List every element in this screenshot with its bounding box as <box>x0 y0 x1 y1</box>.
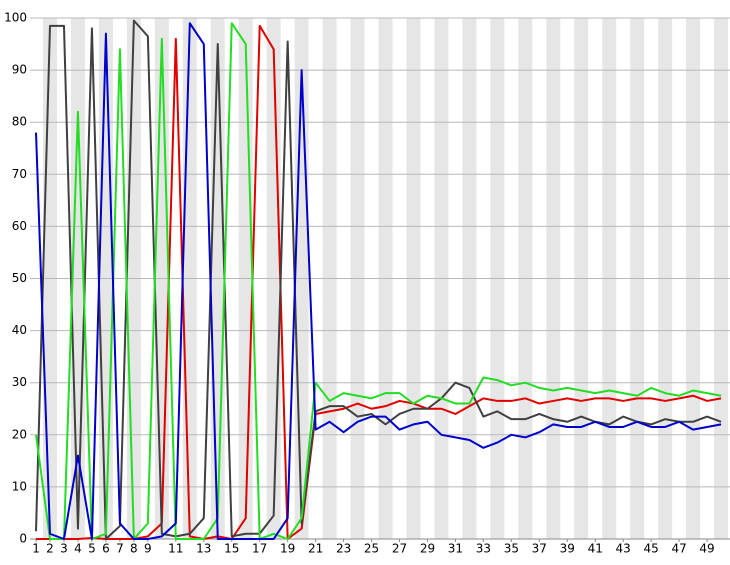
series-line <box>36 24 722 540</box>
x-tick-label: 17 <box>252 542 267 556</box>
x-tick-label: 23 <box>336 542 351 556</box>
y-tick-label: 0 <box>19 532 27 546</box>
x-tick-label: 15 <box>224 542 239 556</box>
y-tick-label: 20 <box>12 427 27 441</box>
x-tick-label: 21 <box>308 542 323 556</box>
x-tick-label: 1 <box>32 542 40 556</box>
x-tick-label: 37 <box>532 542 547 556</box>
x-tick-label: 41 <box>588 542 603 556</box>
x-tick-label: 9 <box>144 542 152 556</box>
x-tick-label: 6 <box>102 542 110 556</box>
y-tick-label: 70 <box>12 167 27 181</box>
x-tick-label: 47 <box>671 542 686 556</box>
y-tick-label: 40 <box>12 323 27 337</box>
x-tick-label: 2 <box>46 542 54 556</box>
x-tick-label: 49 <box>699 542 714 556</box>
x-tick-label: 39 <box>560 542 575 556</box>
x-tick-label: 45 <box>644 542 659 556</box>
y-tick-label: 90 <box>12 63 27 77</box>
x-tick-label: 13 <box>196 542 211 556</box>
y-tick-label: 80 <box>12 115 27 129</box>
x-tick-label: 11 <box>168 542 183 556</box>
x-tick-label: 3 <box>60 542 68 556</box>
x-tick-label: 19 <box>280 542 295 556</box>
y-tick-label: 60 <box>12 219 27 233</box>
x-tick-label: 43 <box>616 542 631 556</box>
y-tick-label: 50 <box>12 271 27 285</box>
x-tick-label: 5 <box>88 542 96 556</box>
x-tick-label: 7 <box>116 542 124 556</box>
x-tick-label: 35 <box>504 542 519 556</box>
y-tick-label: 100 <box>4 11 27 25</box>
x-tick-label: 33 <box>476 542 491 556</box>
x-tick-label: 31 <box>448 542 463 556</box>
x-tick-label: 4 <box>74 542 82 556</box>
series-line <box>35 19 722 540</box>
y-tick-label: 30 <box>12 375 27 389</box>
y-tick-label: 10 <box>12 479 27 493</box>
series-line <box>35 22 722 540</box>
x-tick-label: 27 <box>392 542 407 556</box>
x-tick-label: 8 <box>130 542 138 556</box>
x-tick-label: 25 <box>364 542 379 556</box>
series-line <box>35 22 722 540</box>
x-tick-label: 29 <box>420 542 435 556</box>
